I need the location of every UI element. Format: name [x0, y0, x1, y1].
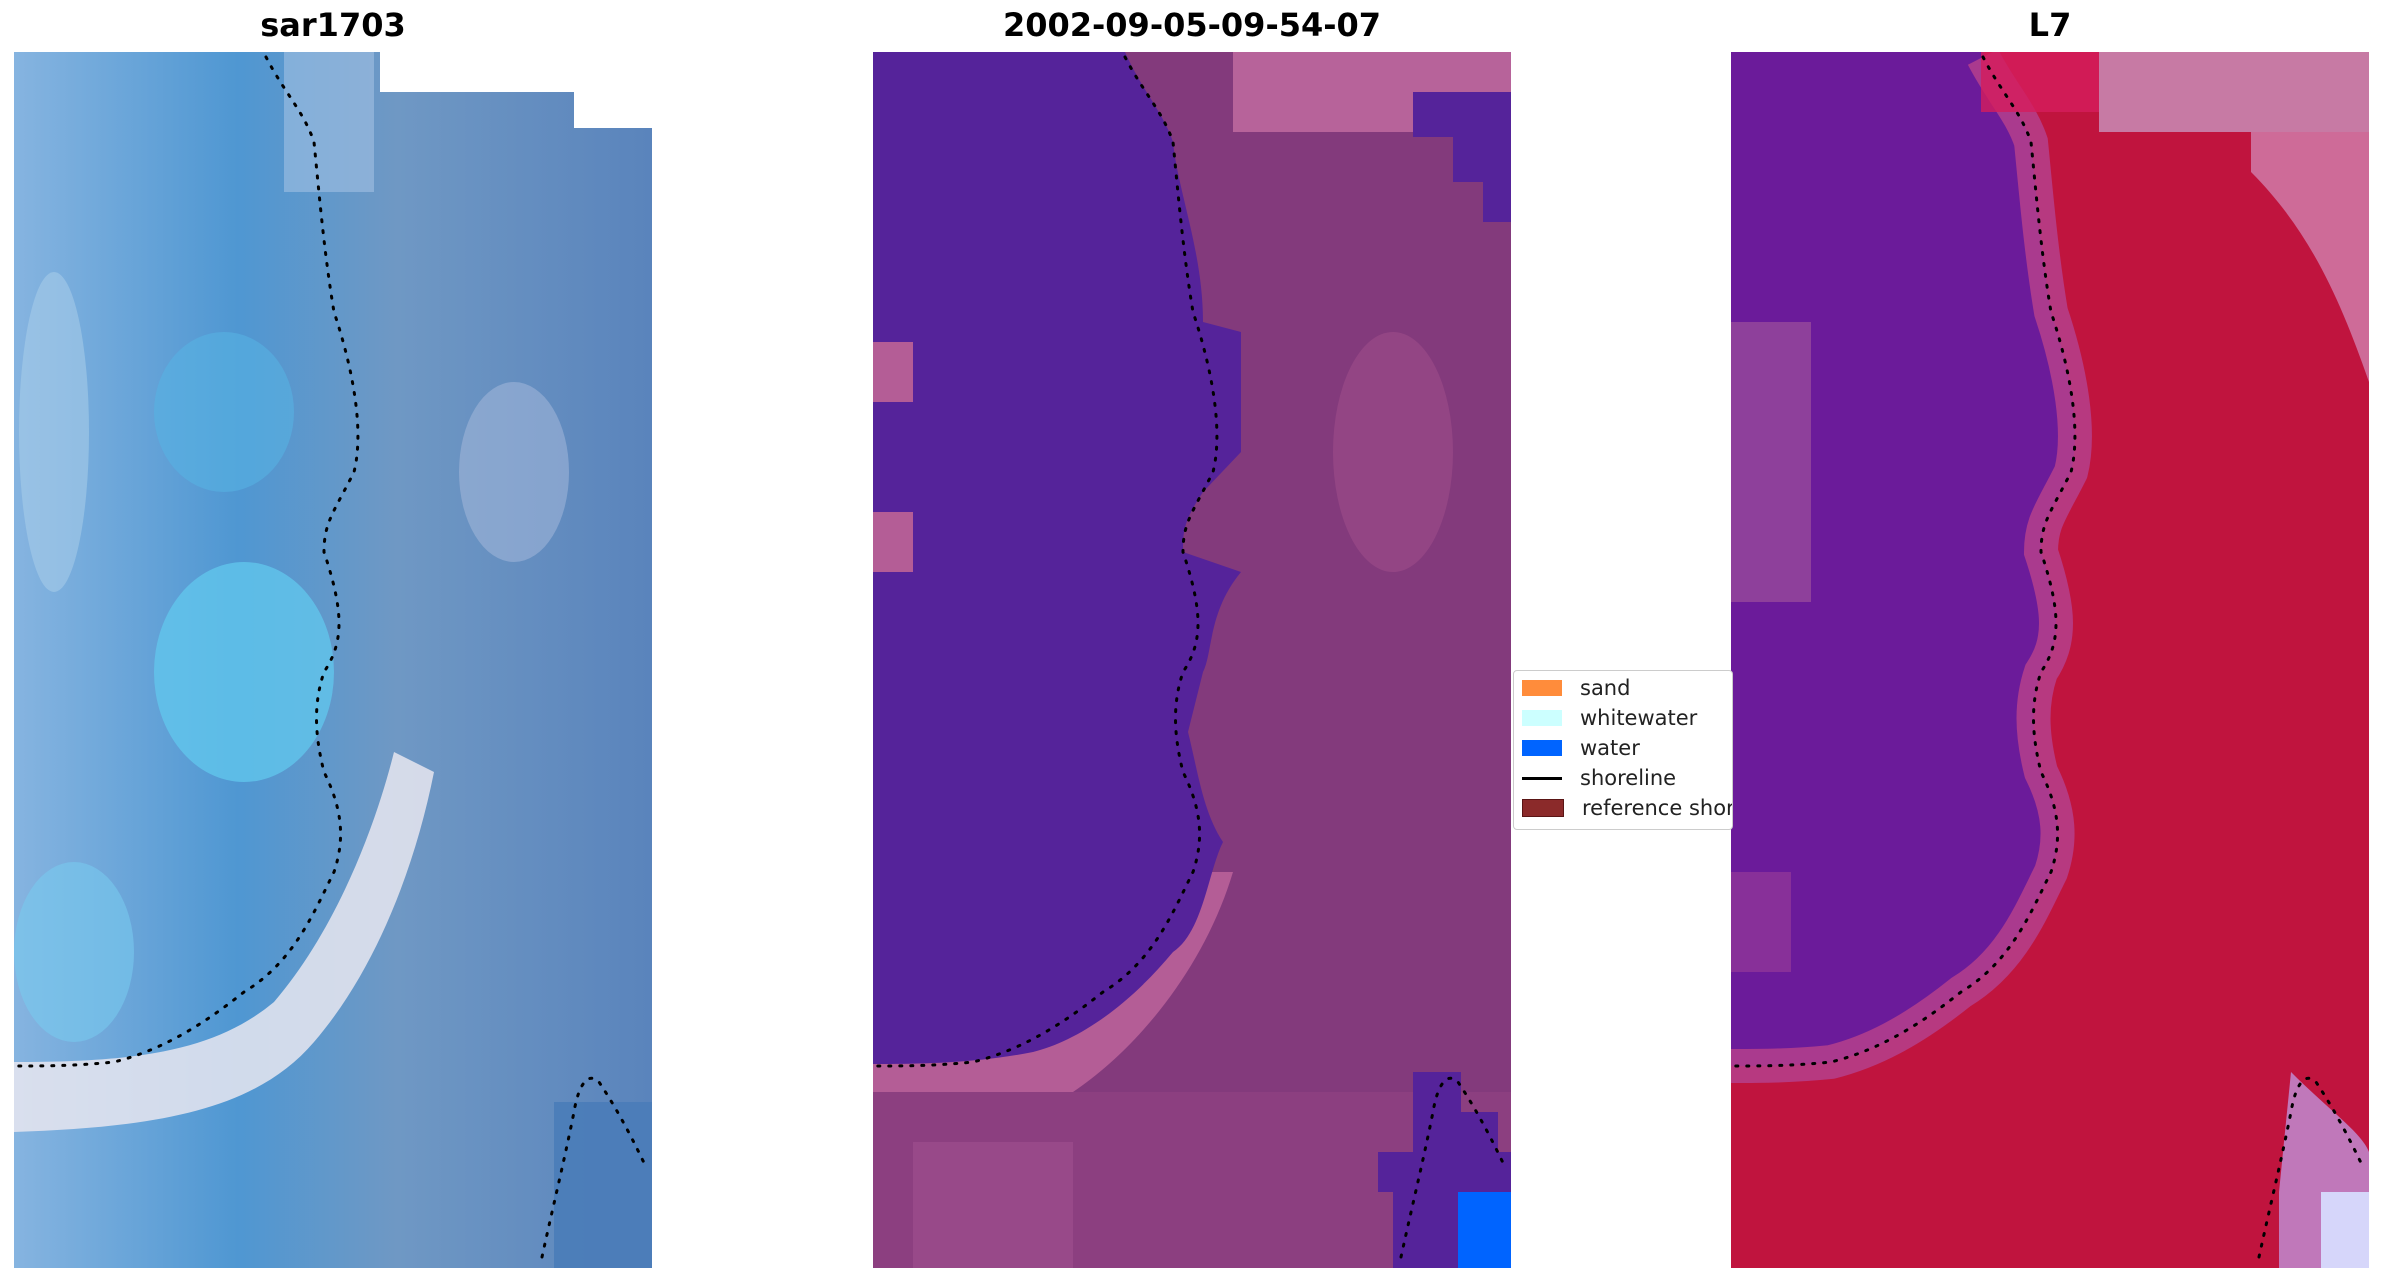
rgb-image-svg	[14, 52, 652, 1268]
legend-item-reference-shoreline: reference shoreline	[1522, 795, 1733, 821]
legend-label-shoreline: shoreline	[1580, 766, 1677, 790]
classified-image-svg	[873, 52, 1511, 1268]
index-image-svg	[1731, 52, 2369, 1268]
classified-image	[873, 52, 1511, 1268]
legend-item-shoreline: shoreline	[1522, 765, 1676, 791]
legend-label-reference-shoreline: reference shoreline	[1582, 796, 1733, 820]
water-swatch	[1522, 740, 1562, 756]
panel-title-rgb: sar1703	[260, 6, 406, 44]
index-image	[1731, 52, 2369, 1268]
legend-label-sand: sand	[1580, 676, 1631, 700]
panel-title-classified: 2002-09-05-09-54-07	[1002, 6, 1382, 44]
legend-label-water: water	[1580, 736, 1640, 760]
legend: sand whitewater water shoreline referenc…	[1513, 670, 1733, 830]
sand-swatch	[1522, 680, 1562, 696]
rgb-image	[14, 52, 652, 1268]
legend-item-sand: sand	[1522, 675, 1630, 701]
reference-shoreline-swatch	[1522, 799, 1564, 817]
legend-label-whitewater: whitewater	[1580, 706, 1698, 730]
panel-title-index: L7	[2028, 6, 2072, 44]
legend-item-water: water	[1522, 735, 1640, 761]
legend-item-whitewater: whitewater	[1522, 705, 1697, 731]
whitewater-swatch	[1522, 710, 1562, 726]
shoreline-line-icon	[1522, 776, 1562, 780]
